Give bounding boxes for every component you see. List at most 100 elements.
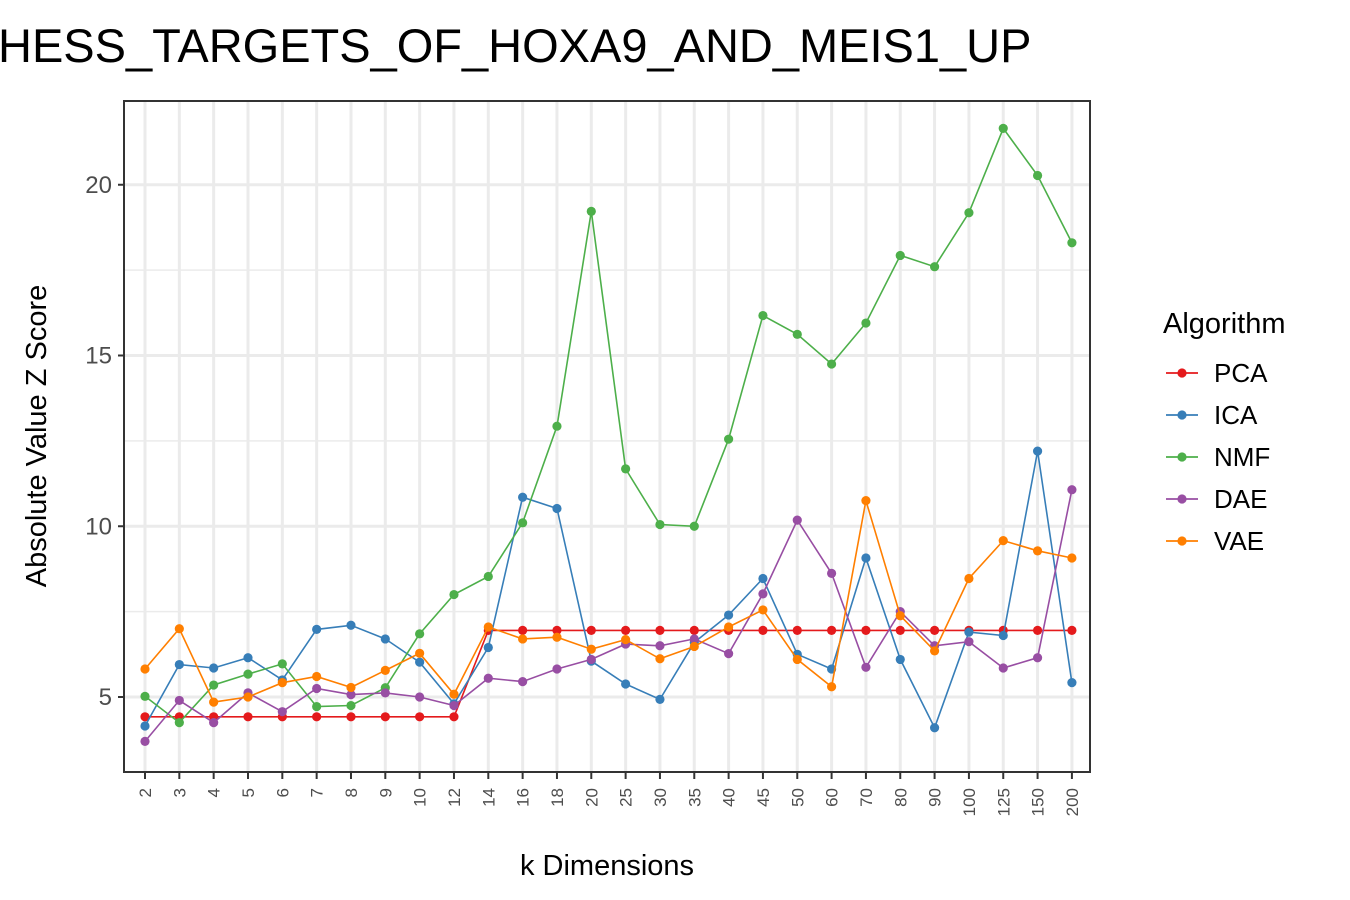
x-tick-label: 20 [582,788,601,807]
data-point-nmf [552,421,562,431]
y-axis: 5 10 15 20 [85,172,124,711]
x-tick-label: 150 [1029,788,1048,816]
data-point-dae [552,664,562,674]
series-line-ica [144,450,1073,730]
x-tick-label: 14 [479,788,498,807]
data-point-ica [758,573,768,584]
data-point-vae [140,664,150,674]
x-tick-label: 35 [685,788,704,807]
data-point-vae [929,646,940,656]
data-point-vae [380,665,390,675]
data-point-pca [655,625,665,636]
data-point-ica [518,492,528,502]
legend-key-point [1177,410,1187,420]
series-line-vae [144,500,1073,703]
data-point-nmf [895,250,905,261]
data-point-pca [449,712,459,722]
data-point-vae [346,682,356,693]
data-point-pca [621,625,631,636]
data-point-ica [861,553,871,563]
data-point-ica [483,642,493,653]
legend-label: DAE [1214,484,1267,514]
data-point-dae [209,718,219,728]
data-point-ica [415,657,425,667]
data-point-dae [174,695,184,706]
data-point-vae [758,605,768,615]
data-point-vae [483,622,493,632]
x-tick-label: 30 [651,788,670,807]
x-tick-label: 100 [960,788,979,816]
y-axis-title: Absolute Value Z Score [21,285,53,588]
x-axis: 2 3 4 5 6 7 8 9 10 12 14 16 18 20 25 30 35 40 45 50 60 70 80 90… [136,772,1082,816]
data-point-ica [655,694,665,704]
data-point-nmf [140,691,150,701]
y-tick-label: 10 [85,513,112,540]
x-tick-label: 90 [926,788,945,807]
data-point-ica [895,654,905,665]
data-point-vae [861,496,871,506]
data-point-dae [380,688,390,698]
data-point-ica [380,634,390,644]
x-tick-label: 18 [548,788,567,807]
data-point-dae [277,707,287,717]
data-point-nmf [929,262,940,272]
x-tick-label: 2 [136,788,155,797]
legend-item-dae: DAE [1166,484,1267,514]
data-point-pca [1067,625,1077,636]
legend: Algorithm PCA ICA NMF DAE VAE [1163,308,1286,556]
data-point-ica [346,620,356,630]
data-point-nmf [861,318,871,328]
data-point-ica [1067,678,1077,688]
legend-label: NMF [1214,442,1270,472]
series-ica [140,446,1077,733]
x-axis-title: k Dimensions [520,850,694,882]
series-vae [140,496,1077,707]
data-point-vae [312,671,322,682]
x-tick-label: 16 [514,788,533,807]
data-point-pca [243,712,253,722]
data-point-nmf [483,571,493,582]
data-point-nmf [998,123,1008,134]
data-point-vae [552,632,562,642]
data-point-nmf [1067,238,1077,248]
x-tick-label: 80 [891,788,910,807]
plot-frame [123,100,1091,773]
legend-item-nmf: NMF [1166,442,1270,472]
data-point-pca [415,712,425,722]
data-point-dae [964,637,974,647]
data-point-vae [209,697,219,707]
data-point-dae [415,692,425,702]
data-point-dae [449,700,459,711]
data-point-nmf [312,701,322,712]
data-point-pca [1032,625,1043,636]
x-tick-label: 7 [308,788,327,797]
legend-item-vae: VAE [1166,526,1264,556]
chart-title: HESS_TARGETS_OF_HOXA9_AND_MEIS1_UP [0,19,1031,72]
legend-title: Algorithm [1163,308,1286,340]
legend-key-point [1177,536,1187,546]
x-tick-label: 50 [788,788,807,807]
data-point-ica [929,723,940,733]
y-tick-label: 5 [99,684,112,711]
series-line-nmf [144,126,1073,724]
data-point-ica [964,627,974,637]
data-point-nmf [1032,170,1043,181]
data-point-pca [689,625,699,636]
data-point-nmf [586,206,596,216]
data-point-ica [998,630,1008,641]
data-point-dae [1067,485,1077,495]
legend-label: ICA [1214,400,1258,430]
x-tick-label: 4 [205,788,224,797]
x-tick-label: 3 [170,788,189,797]
data-point-vae [277,678,287,688]
x-tick-label: 5 [239,788,258,797]
data-point-vae [689,641,699,652]
data-point-nmf [964,208,974,218]
data-point-pca [312,712,322,722]
data-point-dae [792,515,802,525]
legend-key-point [1177,452,1187,462]
legend-item-ica: ICA [1166,400,1258,430]
data-point-pca [929,625,940,636]
data-point-dae [724,649,734,659]
